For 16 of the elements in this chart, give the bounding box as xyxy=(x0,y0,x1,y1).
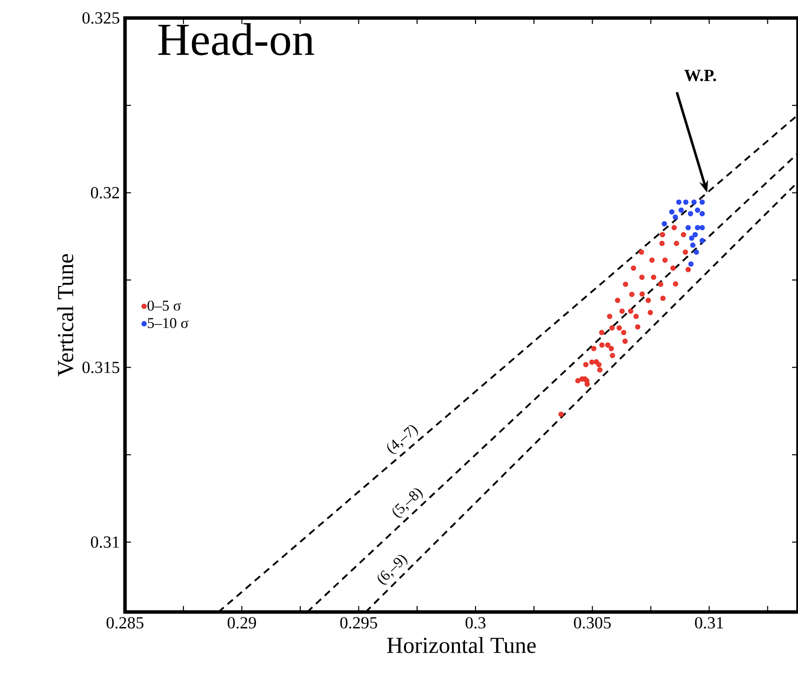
chart-title: Head-on xyxy=(158,23,314,56)
legend-label: 0–5 σ xyxy=(148,300,181,311)
x-tick-label: 0.305 xyxy=(574,617,611,629)
legend-label: 5–10 σ xyxy=(148,318,188,328)
x-tick-label: 0.31 xyxy=(695,617,724,629)
y-tick-label: 0.325 xyxy=(82,12,120,24)
x-tick-label: 0.29 xyxy=(228,617,256,629)
x-tick-label: 0.295 xyxy=(340,617,378,629)
y-axis-title: Vertical Tune xyxy=(57,254,74,376)
y-tick-label: 0.32 xyxy=(90,186,119,198)
y-tick-label: 0.31 xyxy=(90,536,119,548)
annotation: W.P. xyxy=(684,70,716,82)
x-axis-title: Horizontal Tune xyxy=(387,636,536,654)
x-tick-label: 0.285 xyxy=(106,617,144,629)
y-tick-label: 0.315 xyxy=(82,362,120,374)
x-tick-label: 0.3 xyxy=(466,617,486,629)
